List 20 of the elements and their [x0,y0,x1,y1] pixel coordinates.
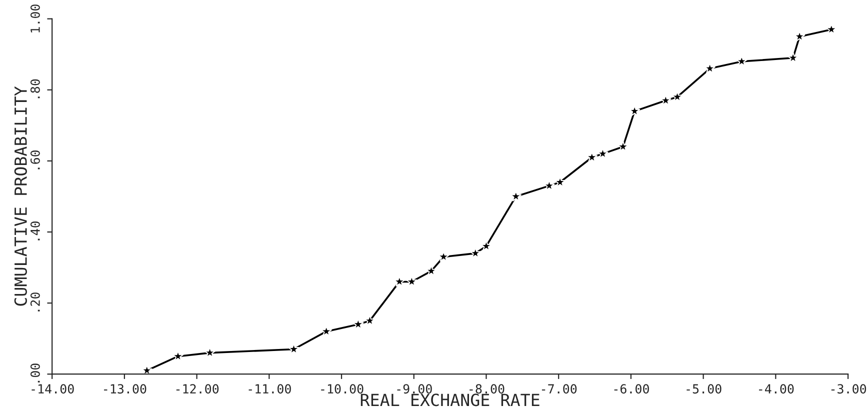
x-axis-title: REAL EXCHANGE RATE [360,394,540,406]
x-tick-label: -6.00 [614,384,649,394]
x-tick-label: -14.00 [32,384,74,394]
y-tick-label: .60 [30,150,40,170]
x-tick-label: -10.00 [321,384,364,394]
y-tick-label: 1.00 [30,4,40,32]
x-tick-label: -13.00 [104,384,146,394]
x-tick-label: -12.00 [176,384,219,394]
y-tick-label: .00 [30,364,40,382]
x-tick-label: -8.00 [470,384,504,394]
y-tick-label: .80 [30,79,40,98]
x-tick-label: -4.00 [759,384,794,394]
x-tick-label: -5.00 [686,384,722,394]
x-tick-label: -9.00 [397,384,432,394]
y-tick-label: .20 [30,292,40,312]
y-axis-title: CUMULATIVE PROBABILITY [14,86,27,306]
x-tick-label: -11.00 [248,384,291,394]
x-tick-label: -7.00 [542,384,577,394]
x-tick-label: -3.00 [831,384,866,394]
y-tick-label: .40 [30,222,40,240]
